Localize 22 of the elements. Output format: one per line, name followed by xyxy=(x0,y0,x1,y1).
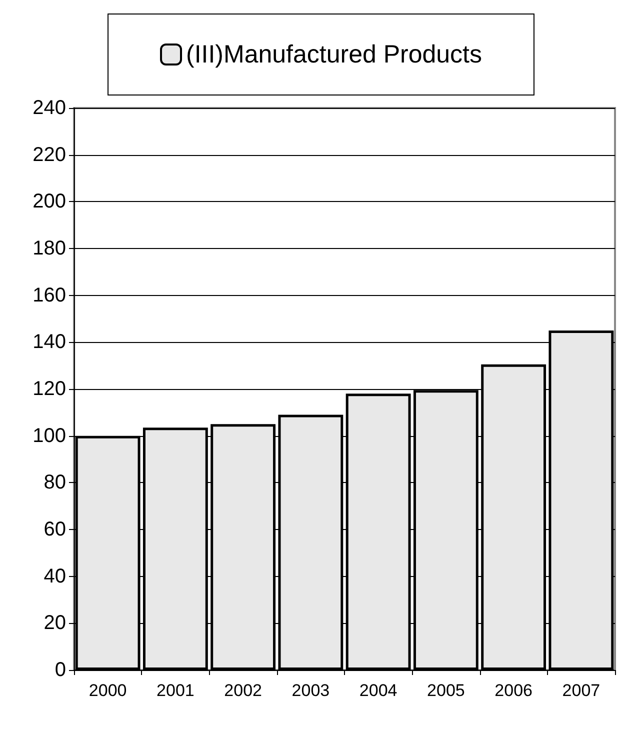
y-tick-label: 40 xyxy=(44,565,66,588)
y-tick-label: 140 xyxy=(32,331,66,354)
x-tick-label: 2001 xyxy=(156,681,194,700)
y-tick-label: 0 xyxy=(54,659,66,681)
y-tick-label: 20 xyxy=(44,612,66,634)
x-tick-label: 2006 xyxy=(494,681,532,700)
y-tick-label: 120 xyxy=(32,378,66,400)
y-tick-label: 180 xyxy=(32,238,66,260)
y-tick-label: 60 xyxy=(44,518,66,540)
legend-label: (III)Manufactured Products xyxy=(186,40,482,68)
x-tick-label: 2007 xyxy=(562,681,600,700)
x-tick-label: 2000 xyxy=(88,681,127,700)
x-tick-label: 2002 xyxy=(224,681,262,700)
x-tick-label: 2003 xyxy=(292,681,330,700)
y-tick-label: 240 xyxy=(32,97,66,119)
x-tick-label: 2005 xyxy=(427,681,465,700)
y-tick-label: 200 xyxy=(32,190,66,213)
y-tick-label: 160 xyxy=(32,284,66,306)
y-tick-label: 220 xyxy=(32,144,66,166)
y-tick-label: 80 xyxy=(44,472,66,494)
x-tick-label: 2004 xyxy=(359,681,398,700)
y-tick-label: 100 xyxy=(32,424,66,447)
